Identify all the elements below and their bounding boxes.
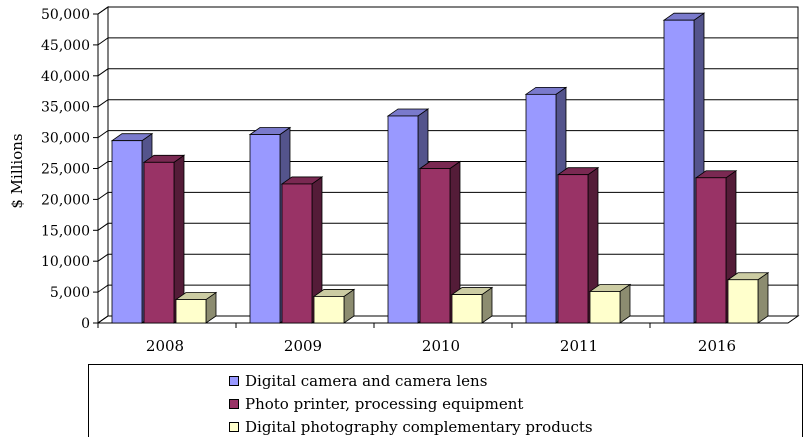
y-tick-label: 30,000 xyxy=(41,131,90,147)
gridline xyxy=(97,99,798,108)
bar-front xyxy=(695,177,727,324)
legend-label: Digital camera and camera lens xyxy=(245,372,488,390)
bar xyxy=(524,86,568,324)
bar-front xyxy=(387,115,419,324)
bar-front xyxy=(727,279,759,324)
y-tick-label: 0 xyxy=(81,316,90,332)
y-tick-label: 25,000 xyxy=(41,162,90,178)
y-tick-label: 50,000 xyxy=(41,7,90,23)
bar-side xyxy=(757,271,769,324)
bar xyxy=(280,176,324,324)
legend-item: Photo printer, processing equipment xyxy=(229,394,523,414)
bar xyxy=(174,291,218,324)
bar xyxy=(588,283,632,324)
legend-label: Photo printer, processing equipment xyxy=(245,395,524,413)
bar-front xyxy=(557,174,589,324)
y-tick-label: 5,000 xyxy=(50,285,90,301)
y-tick-label: 45,000 xyxy=(41,38,90,54)
legend-swatch xyxy=(229,376,239,386)
bar-front xyxy=(281,183,313,324)
bar xyxy=(418,160,462,324)
gridline xyxy=(97,68,798,77)
y-tick-label: 40,000 xyxy=(41,69,90,85)
x-tick-label: 2016 xyxy=(698,337,736,355)
bars xyxy=(110,12,770,324)
legend-item: Digital camera and camera lens xyxy=(229,371,487,391)
bar xyxy=(386,108,430,324)
bar xyxy=(450,286,494,324)
legend: Digital camera and camera lens Photo pri… xyxy=(88,364,803,437)
x-tick-label: 2011 xyxy=(560,337,598,355)
bar-front xyxy=(249,134,281,324)
bar-front xyxy=(419,168,451,324)
gridline xyxy=(97,6,798,15)
bar xyxy=(312,288,356,324)
y-tick-label: 35,000 xyxy=(41,100,90,116)
y-tick-label: 20,000 xyxy=(41,192,90,208)
gridline xyxy=(97,37,798,46)
bar xyxy=(142,154,186,324)
x-tick-label: 2009 xyxy=(284,337,322,355)
y-axis-ticks: 0 5,000 10,000 15,000 20,000 25,000 30,000 35,0… xyxy=(41,7,788,332)
x-tick-label: 2008 xyxy=(146,337,184,355)
bar xyxy=(556,166,600,324)
bar-front xyxy=(111,140,143,324)
bar-front xyxy=(589,291,621,324)
legend-item: Digital photography complementary produc… xyxy=(229,417,593,437)
y-tick-label: 15,000 xyxy=(41,223,90,239)
bar-front xyxy=(525,93,557,324)
x-tick-label: 2010 xyxy=(422,337,460,355)
bar-front xyxy=(175,299,207,324)
bar-front xyxy=(663,19,695,324)
gridline xyxy=(97,161,798,169)
y-axis-label: $ Millions xyxy=(8,133,26,208)
bar-front xyxy=(313,296,345,324)
gridline xyxy=(97,130,798,139)
x-axis-ticks: 2008 2009 2010 2011 2016 xyxy=(97,323,736,355)
y-tick-label: 10,000 xyxy=(41,254,90,270)
bar-front xyxy=(143,161,175,324)
legend-swatch xyxy=(229,422,239,432)
legend-swatch xyxy=(229,399,239,409)
legend-label: Digital photography complementary produc… xyxy=(245,418,593,436)
bar-front xyxy=(451,294,483,324)
bar xyxy=(726,271,770,324)
